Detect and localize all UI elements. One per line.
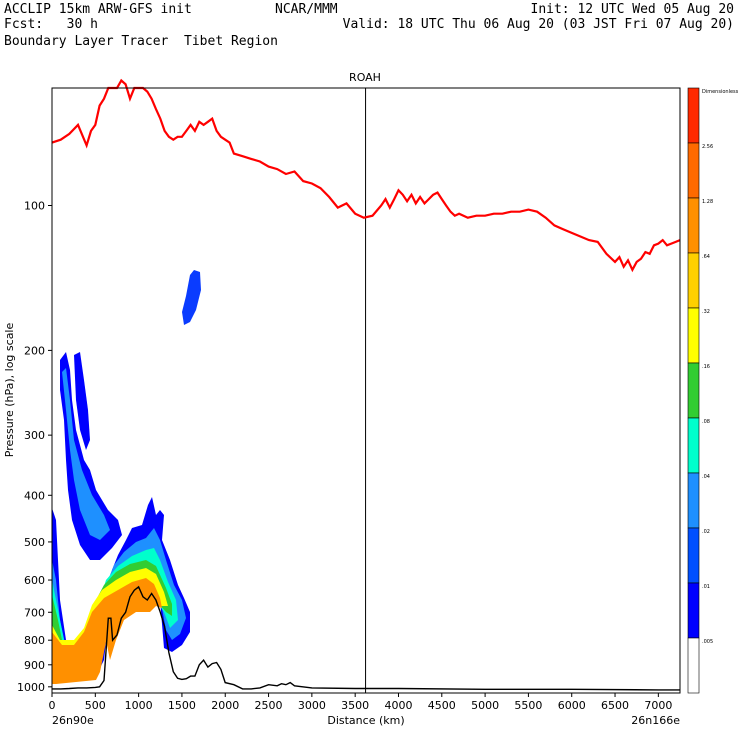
x-tick-label: 6500: [601, 699, 629, 712]
y-tick-label: 200: [24, 344, 45, 357]
plot-frame: [51, 87, 681, 694]
x-tick-label: 500: [85, 699, 106, 712]
colorbar-swatch: [687, 637, 700, 694]
colorbar-swatch: [687, 527, 700, 584]
colorbar-swatch: [687, 417, 700, 474]
y-tick-label: 700: [24, 606, 45, 619]
tropopause-line: [51, 78, 681, 273]
header-right-line2: Valid: 18 UTC Thu 06 Aug 20 (03 JST Fri …: [342, 17, 734, 32]
y-tick-label: 900: [24, 659, 45, 672]
colorbar-level-label: Dimensionless: [702, 89, 739, 95]
header-center-line1: NCAR/MMM: [275, 2, 338, 17]
x-tick-label: 3500: [341, 699, 369, 712]
colorbar-level-label: .005: [702, 639, 713, 645]
colorbar-level-label: .04: [702, 474, 710, 480]
y-tick-label: 300: [24, 429, 45, 442]
header-left-line2: Fcst: 30 h: [4, 17, 98, 32]
y-tick-label: 400: [24, 489, 45, 502]
tracer-contour-04: [182, 270, 201, 325]
y-tick-label: 800: [24, 634, 45, 647]
colorbar-level-label: 2.56: [702, 144, 713, 150]
x-tick-label: 7000: [644, 699, 672, 712]
colorbar-swatch: [687, 142, 700, 199]
x-tick-label: 3000: [298, 699, 326, 712]
colorbar: Dimensionless 2.56 1.28 .64 .32 .16 .08 .04 .02.…: [687, 87, 739, 694]
colorbar-swatch: [687, 87, 700, 144]
colorbar-swatch: [687, 307, 700, 364]
x-tick-label: 6000: [558, 699, 586, 712]
y-tick-label: 100: [24, 200, 45, 213]
tracer-contour-03: [74, 352, 90, 450]
y-tick-label: 600: [24, 574, 45, 587]
tracer-contour-02: [60, 352, 122, 560]
x-tick-label: 1500: [168, 699, 196, 712]
colorbar-level-label: .01: [702, 584, 710, 590]
y-tick-label: 1000: [17, 681, 45, 694]
tracer-contour-11: [106, 592, 156, 660]
colorbar-level-label: .32: [702, 309, 710, 315]
x-tick-label: 2500: [255, 699, 283, 712]
colorbar-swatch: [687, 472, 700, 529]
x-tick-label: 5500: [514, 699, 542, 712]
header-left-line1: ACCLIP 15km ARW-GFS init: [4, 2, 192, 17]
y-tick-label: 500: [24, 536, 45, 549]
tracer-field: [52, 270, 201, 684]
x-tick-label: 4500: [428, 699, 456, 712]
colorbar-level-label: .08: [702, 419, 710, 425]
colorbar-swatch: [687, 197, 700, 254]
x-tick-label: 5000: [471, 699, 499, 712]
chart-title: ROAH: [349, 71, 381, 84]
colorbar-level-label: .64: [702, 254, 710, 260]
x-start-label: 26n90e: [52, 714, 94, 727]
x-tick-label: 2000: [211, 699, 239, 712]
y-axis-label: Pressure (hPa), log scale: [3, 323, 16, 458]
colorbar-swatch: [687, 252, 700, 309]
x-tick-label: 4000: [384, 699, 412, 712]
colorbar-level-label: .16: [702, 364, 710, 370]
colorbar-swatch: [687, 582, 700, 639]
x-tick-label: 0: [49, 699, 56, 712]
header-right-line1: Init: 12 UTC Wed 05 Aug 20: [530, 2, 735, 17]
x-axis-label: Distance (km): [327, 714, 404, 727]
tracer-contour-06: [62, 368, 110, 540]
header-left-line3: Boundary Layer Tracer Tibet Region: [4, 34, 278, 49]
x-end-label: 26n166e: [631, 714, 680, 727]
terrain-line: [52, 585, 680, 691]
colorbar-level-label: .02: [702, 529, 710, 535]
colorbar-swatch: [687, 362, 700, 419]
colorbar-level-label: 1.28: [702, 199, 713, 205]
x-tick-label: 1000: [125, 699, 153, 712]
